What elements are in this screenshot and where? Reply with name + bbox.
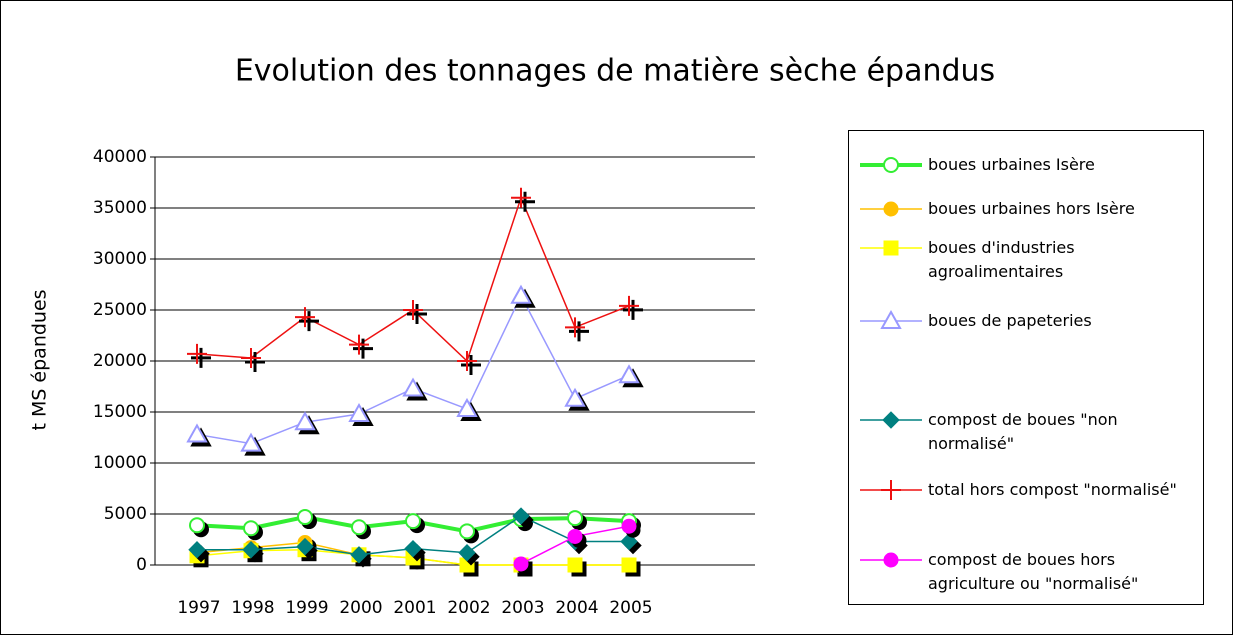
data-point bbox=[459, 523, 475, 540]
legend-label: boues d'industries agroalimentaires bbox=[928, 238, 1075, 281]
x-tick-label: 1998 bbox=[231, 598, 274, 618]
data-point bbox=[351, 519, 367, 536]
data-point bbox=[567, 510, 583, 527]
marker-shadow bbox=[245, 351, 265, 372]
data-point bbox=[296, 537, 314, 556]
y-tick-label: 10000 bbox=[93, 453, 147, 473]
data-point bbox=[297, 509, 313, 526]
data-point bbox=[511, 187, 531, 208]
legend-label: boues urbaines hors Isère bbox=[928, 199, 1135, 218]
marker-shadow bbox=[191, 347, 211, 368]
y-tick-label: 0 bbox=[136, 555, 147, 575]
legend-label: compost de boues hors agriculture ou "no… bbox=[928, 550, 1139, 593]
marker-shadow bbox=[569, 321, 589, 342]
data-point bbox=[295, 307, 315, 328]
x-tick-label: 2001 bbox=[393, 598, 436, 618]
y-axis-label: t MS épandues bbox=[29, 289, 51, 430]
marker-shadow bbox=[353, 338, 373, 359]
data-point bbox=[186, 423, 208, 443]
data-point bbox=[513, 556, 529, 572]
chart-title: Evolution des tonnages de matière sèche … bbox=[235, 54, 995, 89]
y-tick-label: 15000 bbox=[93, 402, 147, 422]
legend-label: total hors compost "normalisé" bbox=[928, 480, 1177, 499]
data-point bbox=[618, 364, 640, 384]
legend-marker bbox=[880, 309, 902, 329]
y-tick-label: 20000 bbox=[93, 351, 147, 371]
data-point bbox=[188, 540, 206, 559]
data-point bbox=[350, 546, 368, 564]
data-point bbox=[404, 539, 422, 558]
legend-marker bbox=[883, 552, 899, 568]
marker-shadow bbox=[299, 311, 319, 332]
data-point bbox=[512, 507, 530, 525]
legend-marker bbox=[883, 157, 899, 173]
x-tick-label: 2003 bbox=[501, 598, 544, 618]
y-tick-label: 35000 bbox=[93, 198, 147, 218]
data-point bbox=[241, 347, 261, 368]
data-point bbox=[187, 343, 207, 364]
data-point bbox=[564, 387, 586, 407]
x-tick-label: 2004 bbox=[555, 598, 598, 618]
legend-label: compost de boues "non normalisé" bbox=[928, 410, 1118, 453]
x-tick-label: 2000 bbox=[339, 598, 382, 618]
x-tick-label: 1999 bbox=[285, 598, 328, 618]
data-point bbox=[189, 517, 205, 534]
marker-shadow bbox=[407, 304, 427, 324]
marker-shadow bbox=[461, 355, 481, 375]
y-tick-label: 5000 bbox=[104, 504, 147, 524]
x-tick-label: 1997 bbox=[177, 598, 220, 618]
x-tick-label: 2002 bbox=[447, 598, 490, 618]
y-tick-label: 40000 bbox=[93, 147, 147, 167]
legend-label: boues urbaines Isère bbox=[928, 155, 1095, 174]
data-point bbox=[243, 520, 259, 537]
legend-marker bbox=[883, 201, 899, 217]
legend-marker bbox=[881, 480, 901, 500]
data-point bbox=[349, 334, 369, 355]
x-tick-label: 2005 bbox=[609, 598, 652, 618]
data-point bbox=[294, 411, 316, 431]
marker-shadow bbox=[515, 191, 535, 212]
data-point bbox=[405, 513, 421, 530]
data-point bbox=[458, 544, 476, 562]
marker-shadow bbox=[623, 299, 643, 320]
data-point bbox=[510, 284, 532, 304]
y-tick-label: 30000 bbox=[93, 249, 147, 269]
data-point bbox=[240, 432, 262, 452]
data-point bbox=[403, 300, 423, 320]
legend-marker bbox=[883, 240, 899, 256]
data-point bbox=[621, 518, 637, 534]
legend-marker bbox=[882, 411, 900, 429]
data-point bbox=[567, 528, 583, 544]
y-tick-label: 25000 bbox=[93, 300, 147, 320]
legend-label: boues de papeteries bbox=[928, 311, 1092, 330]
data-point bbox=[348, 403, 370, 423]
data-point bbox=[621, 557, 637, 573]
data-point bbox=[565, 317, 585, 338]
data-point bbox=[457, 351, 477, 371]
data-point bbox=[619, 295, 639, 316]
data-point bbox=[402, 377, 424, 397]
data-point bbox=[456, 397, 478, 417]
data-point bbox=[567, 557, 583, 573]
data-point bbox=[242, 540, 260, 559]
